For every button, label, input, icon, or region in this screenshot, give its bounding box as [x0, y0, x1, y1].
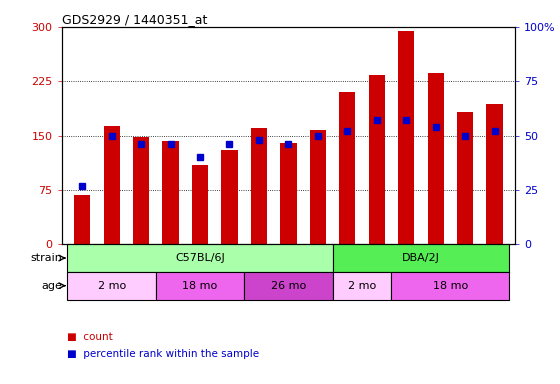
Bar — [333, 244, 509, 272]
Bar — [333, 272, 391, 300]
Bar — [339, 92, 356, 244]
Bar — [192, 164, 208, 244]
Bar — [68, 244, 333, 272]
Bar — [156, 272, 244, 300]
Text: 26 mo: 26 mo — [271, 281, 306, 291]
Bar — [398, 30, 414, 244]
Bar — [104, 126, 120, 244]
Bar — [162, 141, 179, 244]
Bar — [68, 272, 156, 300]
Text: C57BL/6J: C57BL/6J — [175, 253, 225, 263]
Bar — [457, 113, 473, 244]
Bar — [251, 128, 267, 244]
Bar — [244, 272, 333, 300]
Text: GDS2929 / 1440351_at: GDS2929 / 1440351_at — [62, 13, 207, 26]
Text: 18 mo: 18 mo — [183, 281, 218, 291]
Bar — [310, 131, 326, 244]
Text: ■  percentile rank within the sample: ■ percentile rank within the sample — [67, 349, 259, 359]
Bar — [133, 137, 149, 244]
Bar — [391, 272, 509, 300]
Text: 2 mo: 2 mo — [97, 281, 126, 291]
Bar — [281, 143, 296, 244]
Bar — [368, 75, 385, 244]
Text: 2 mo: 2 mo — [348, 281, 376, 291]
Bar — [74, 195, 90, 244]
Bar — [221, 150, 237, 244]
Text: ■  count: ■ count — [67, 332, 113, 342]
Bar — [487, 104, 503, 244]
Text: 18 mo: 18 mo — [433, 281, 468, 291]
Text: strain: strain — [30, 253, 62, 263]
Text: age: age — [41, 281, 62, 291]
Bar — [428, 73, 444, 244]
Text: DBA/2J: DBA/2J — [402, 253, 440, 263]
